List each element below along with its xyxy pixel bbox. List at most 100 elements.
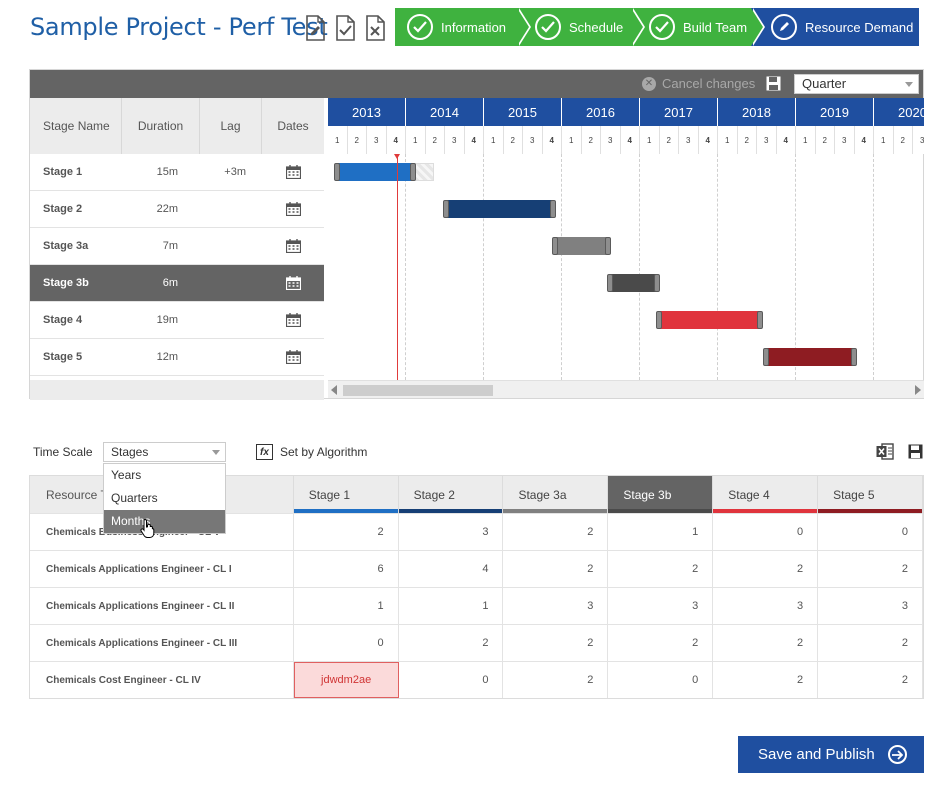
- step-information[interactable]: Information: [395, 8, 531, 46]
- option-quarters[interactable]: Quarters: [111, 491, 158, 505]
- stage-lag: +3m: [224, 166, 246, 178]
- resize-handle[interactable]: [410, 163, 416, 181]
- save-and-publish-button[interactable]: Save and Publish: [738, 736, 924, 773]
- quarter-header: 2: [503, 126, 523, 154]
- demand-cell[interactable]: 2: [503, 625, 609, 661]
- table-row: Chemicals Applications Engineer - CL III…: [30, 624, 924, 661]
- excel-export-icon[interactable]: [876, 443, 894, 460]
- col-stage[interactable]: Stage 5: [818, 476, 924, 513]
- calendar-icon[interactable]: [262, 276, 324, 290]
- demand-cell[interactable]: 1: [294, 588, 399, 624]
- col-stage-name[interactable]: Stage Name: [30, 98, 122, 154]
- today-marker[interactable]: [397, 154, 398, 380]
- demand-cell[interactable]: 2: [608, 625, 714, 661]
- demand-cell[interactable]: 1: [399, 588, 504, 624]
- demand-cell[interactable]: 3: [399, 514, 504, 550]
- edit-document-icon[interactable]: [304, 15, 326, 41]
- demand-cell[interactable]: 3: [608, 588, 714, 624]
- stage-bar[interactable]: [655, 311, 764, 329]
- resize-handle[interactable]: [604, 237, 611, 255]
- demand-cell[interactable]: 2: [713, 662, 819, 698]
- demand-cell[interactable]: 6: [294, 551, 399, 587]
- demand-cell[interactable]: 2: [713, 625, 819, 661]
- gantt-row[interactable]: Stage 3a 7m: [30, 228, 324, 265]
- resize-handle[interactable]: [607, 274, 613, 292]
- demand-cell[interactable]: 2: [818, 662, 924, 698]
- demand-cell[interactable]: 2: [503, 662, 609, 698]
- resize-handle[interactable]: [552, 237, 559, 255]
- step-schedule[interactable]: Schedule: [517, 8, 645, 46]
- demand-cell[interactable]: 0: [713, 514, 819, 550]
- demand-cell[interactable]: 3: [818, 588, 924, 624]
- option-years[interactable]: Years: [111, 468, 142, 482]
- gantt-row[interactable]: Stage 5 12m: [30, 339, 324, 376]
- stage-bar[interactable]: [552, 237, 611, 255]
- resize-handle[interactable]: [850, 348, 857, 366]
- demand-cell[interactable]: 3: [713, 588, 819, 624]
- close-icon: ✕: [642, 76, 656, 91]
- gantt-row[interactable]: Stage 2 22m: [30, 191, 324, 228]
- demand-cell[interactable]: 2: [503, 551, 609, 587]
- resize-handle[interactable]: [763, 348, 769, 366]
- demand-cell[interactable]: 2: [818, 625, 924, 661]
- wizard-steps: Information Schedule Build Team Resource…: [395, 8, 919, 46]
- demand-cell[interactable]: 2: [608, 551, 714, 587]
- set-by-algorithm-button[interactable]: fx Set by Algorithm: [256, 444, 367, 460]
- stage-bar[interactable]: [763, 348, 857, 366]
- calendar-icon[interactable]: [262, 239, 324, 253]
- demand-cell[interactable]: 1: [608, 514, 714, 550]
- col-resource-type[interactable]: Resource T: [30, 476, 294, 513]
- calendar-icon[interactable]: [262, 350, 324, 364]
- calendar-icon[interactable]: [262, 313, 324, 327]
- col-stage[interactable]: Stage 3a: [503, 476, 609, 513]
- demand-cell[interactable]: 0: [399, 662, 504, 698]
- gantt-row[interactable]: Stage 4 19m: [30, 302, 324, 339]
- scroll-left-icon[interactable]: [331, 385, 337, 395]
- col-stage[interactable]: Stage 2: [398, 476, 504, 513]
- demand-cell[interactable]: 2: [294, 514, 399, 550]
- option-months[interactable]: Months: [104, 510, 225, 533]
- save-icon[interactable]: [766, 76, 781, 91]
- resize-handle[interactable]: [334, 163, 340, 181]
- col-duration[interactable]: Duration: [122, 98, 200, 154]
- horizontal-scrollbar[interactable]: [328, 380, 924, 398]
- demand-cell[interactable]: 2: [713, 551, 819, 587]
- col-lag[interactable]: Lag: [200, 98, 262, 154]
- gantt-row[interactable]: Stage 1 15m +3m: [30, 154, 324, 191]
- time-scale-select[interactable]: Stages: [103, 442, 226, 462]
- cancel-changes-button[interactable]: ✕ Cancel changes: [642, 76, 755, 91]
- col-stage[interactable]: Stage 4: [713, 476, 819, 513]
- gantt-row[interactable]: Stage 3b 6m: [30, 265, 324, 302]
- stage-bar[interactable]: [334, 163, 416, 181]
- demand-cell[interactable]: 2: [503, 514, 609, 550]
- reject-document-icon[interactable]: [364, 15, 386, 41]
- col-stage[interactable]: Stage 1: [293, 476, 399, 513]
- scroll-thumb[interactable]: [343, 385, 493, 396]
- stage-bar[interactable]: [607, 274, 660, 292]
- demand-cell[interactable]: 2: [818, 551, 924, 587]
- calendar-icon[interactable]: [262, 202, 324, 216]
- demand-cell[interactable]: 0: [818, 514, 924, 550]
- year-header: 2020: [874, 98, 924, 126]
- resize-handle[interactable]: [655, 311, 662, 329]
- resize-handle[interactable]: [653, 274, 660, 292]
- save-icon[interactable]: [908, 444, 923, 459]
- resize-handle[interactable]: [757, 311, 764, 329]
- calendar-icon[interactable]: [262, 165, 324, 179]
- step-resource-demand[interactable]: Resource Demand: [751, 8, 919, 46]
- step-build-team[interactable]: Build Team: [631, 8, 765, 46]
- demand-cell[interactable]: 3: [503, 588, 609, 624]
- scroll-right-icon[interactable]: [915, 385, 921, 395]
- demand-cell[interactable]: 4: [399, 551, 504, 587]
- invalid-demand-cell[interactable]: jdwdm2ae: [293, 662, 399, 698]
- demand-cell[interactable]: 0: [294, 625, 399, 661]
- approve-document-icon[interactable]: [334, 15, 356, 41]
- col-dates[interactable]: Dates: [277, 119, 309, 133]
- scale-select[interactable]: Quarter: [794, 74, 919, 94]
- col-stage[interactable]: Stage 3b: [608, 476, 714, 513]
- demand-cell[interactable]: 0: [608, 662, 714, 698]
- stage-bar[interactable]: [443, 200, 557, 218]
- resize-handle[interactable]: [550, 200, 557, 218]
- demand-cell[interactable]: 2: [399, 625, 504, 661]
- resize-handle[interactable]: [443, 200, 450, 218]
